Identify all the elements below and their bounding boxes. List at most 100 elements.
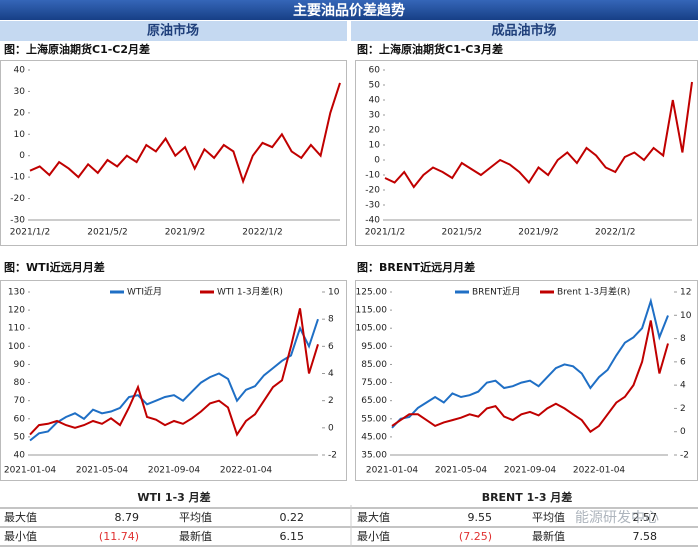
- y-tick-label: -30: [10, 216, 25, 226]
- table-cell: 2.57: [633, 511, 658, 524]
- y2-tick-label: 4: [328, 369, 334, 379]
- y-tick-label: 80: [14, 378, 26, 388]
- y-tick-label: 35.00: [361, 451, 387, 461]
- y-tick-label: 10: [369, 141, 381, 151]
- x-tick-label: 2021/1/2: [365, 228, 405, 238]
- y-tick-label: 20: [14, 108, 26, 118]
- x-tick-label: 2021-01-04: [366, 466, 419, 476]
- y-tick-label: -10: [365, 171, 380, 181]
- header-bar: [0, 0, 698, 20]
- x-tick-label: 2021-09-04: [148, 466, 201, 476]
- series-line: [384, 81, 693, 189]
- y-tick-label: 30: [369, 111, 381, 121]
- y2-tick-label: 10: [680, 311, 692, 321]
- y2-tick-label: 0: [328, 423, 334, 433]
- legend-label: WTI近月: [127, 286, 162, 298]
- y-tick-label: 45.00: [361, 432, 387, 442]
- y-tick-label: 10: [14, 130, 26, 140]
- y2-tick-label: 0: [680, 427, 686, 437]
- y-tick-label: 30: [14, 87, 26, 97]
- y-tick-label: 120: [8, 306, 25, 316]
- y-tick-label: 40: [14, 66, 26, 76]
- y-tick-label: -40: [365, 216, 380, 226]
- table-cell: 最大值: [4, 510, 37, 524]
- y-tick-label: 0: [19, 151, 25, 161]
- y-tick-label: 105.00: [356, 324, 388, 334]
- x-tick-label: 2022/1/2: [242, 228, 282, 238]
- y2-tick-label: 8: [328, 315, 334, 325]
- y-tick-label: 130: [8, 288, 25, 298]
- y-tick-label: -30: [365, 201, 380, 211]
- y-tick-label: 40: [369, 96, 381, 106]
- table-cell: 0.22: [280, 511, 305, 524]
- chart-title: 图：WTI近远月月差: [4, 260, 105, 274]
- y-tick-label: 115.00: [356, 306, 388, 316]
- y2-tick-label: 6: [328, 342, 334, 352]
- table-cell: (7.25): [459, 530, 492, 543]
- chart-frame: [0, 280, 347, 481]
- x-tick-label: 2021/5/2: [87, 228, 127, 238]
- table-title: BRENT 1-3 月差: [482, 490, 573, 504]
- x-tick-label: 2021-05-04: [435, 466, 488, 476]
- chart-title: 图：BRENT近远月月差: [357, 260, 475, 274]
- table-cell: 平均值: [179, 511, 212, 524]
- table-cell: 6.15: [280, 530, 305, 543]
- y2-tick-label: -2: [680, 451, 689, 461]
- section-title: 成品油市场: [491, 23, 556, 39]
- table-title: WTI 1-3 月差: [137, 490, 210, 504]
- y2-tick-label: 2: [680, 404, 686, 414]
- section-bar: [0, 21, 347, 41]
- y-tick-label: -20: [10, 194, 25, 204]
- y2-tick-label: 8: [680, 334, 686, 344]
- table-cell: 最新值: [179, 529, 212, 543]
- y-tick-label: 95.00: [361, 342, 387, 352]
- y2-tick-label: 2: [328, 396, 334, 406]
- y-tick-label: 0: [374, 156, 380, 166]
- y-tick-label: 40: [14, 451, 26, 461]
- legend-label: Brent 1-3月差(R): [557, 286, 630, 298]
- y-tick-label: 110: [8, 324, 25, 334]
- table-cell: (11.74): [99, 530, 139, 543]
- chart-title: 图：上海原油期货C1-C3月差: [357, 42, 503, 56]
- y-tick-label: 50: [14, 432, 26, 442]
- x-tick-label: 2022-01-04: [220, 466, 273, 476]
- y2-tick-label: 12: [680, 288, 691, 298]
- y2-tick-label: 10: [328, 288, 340, 298]
- y-tick-label: 70: [14, 396, 26, 406]
- chart-frame: [355, 60, 698, 246]
- y2-tick-label: -2: [328, 451, 337, 461]
- table-cell: 9.55: [468, 511, 493, 524]
- series-line: [391, 297, 669, 429]
- y-tick-label: 65.00: [361, 396, 387, 406]
- y-tick-label: 50: [369, 81, 381, 91]
- y-tick-label: -10: [10, 173, 25, 183]
- table-cell: 平均值: [532, 511, 565, 524]
- legend-label: BRENT近月: [472, 286, 520, 298]
- y-tick-label: 85.00: [361, 360, 387, 370]
- series-line: [29, 308, 319, 437]
- table-cell: 最新值: [532, 529, 565, 543]
- table-cell: 最大值: [357, 510, 390, 524]
- section-title: 原油市场: [147, 23, 199, 39]
- y-tick-label: 55.00: [361, 414, 387, 424]
- y-tick-label: 100: [8, 342, 25, 352]
- series-line: [391, 320, 669, 434]
- x-tick-label: 2021-09-04: [504, 466, 557, 476]
- chart-frame: [0, 60, 347, 246]
- y-tick-label: 60: [14, 414, 26, 424]
- watermark: 能源研发中心: [575, 510, 659, 526]
- section-bar: [351, 21, 698, 41]
- y2-tick-label: 4: [680, 381, 686, 391]
- x-tick-label: 2022/1/2: [595, 228, 635, 238]
- x-tick-label: 2021-05-04: [76, 466, 129, 476]
- x-tick-label: 2021/9/2: [165, 228, 205, 238]
- y-tick-label: -20: [365, 186, 380, 196]
- y-tick-label: 20: [369, 126, 381, 136]
- y2-tick-label: 6: [680, 357, 686, 367]
- x-tick-label: 2021-01-04: [4, 466, 57, 476]
- table-cell: 8.79: [115, 511, 140, 524]
- x-tick-label: 2021/5/2: [442, 228, 482, 238]
- chart-title: 图：上海原油期货C1-C2月差: [4, 42, 150, 56]
- y-tick-label: 90: [14, 360, 26, 370]
- y-tick-label: 125.00: [356, 288, 388, 298]
